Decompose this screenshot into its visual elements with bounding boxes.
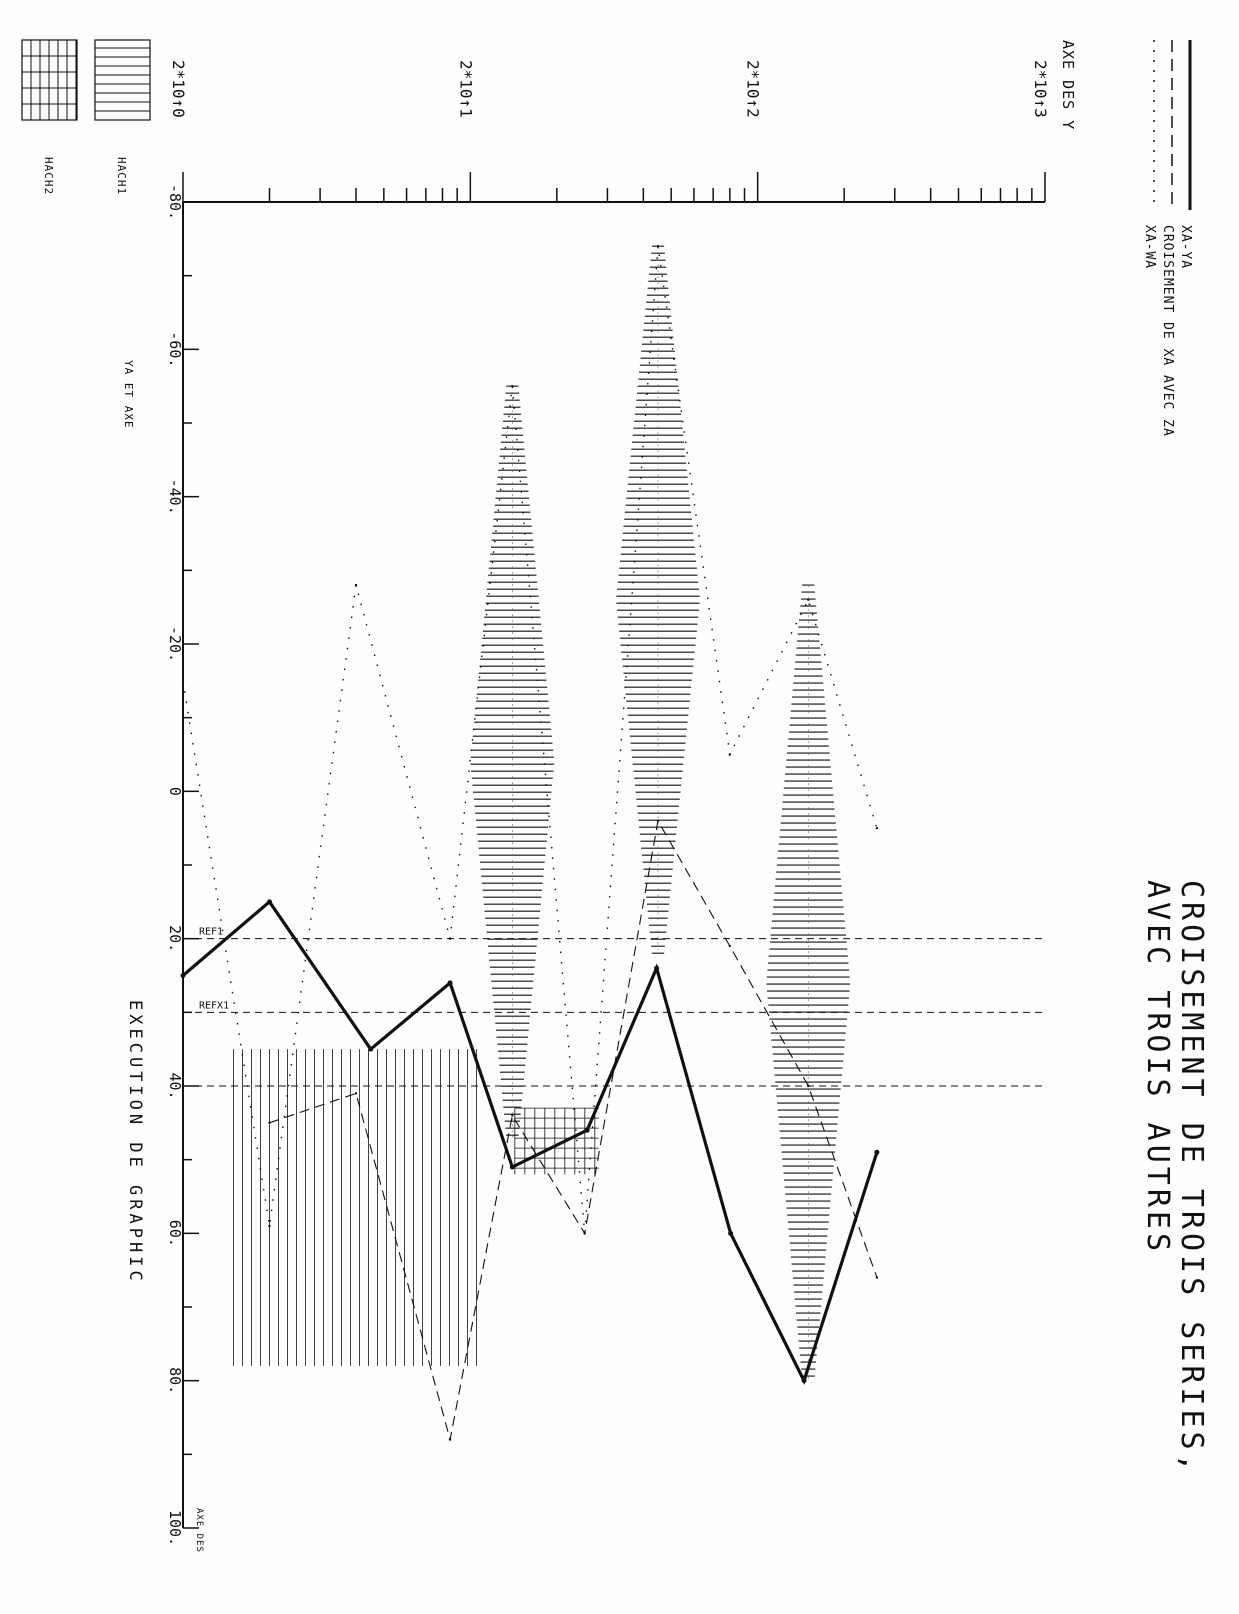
y-axis-title: AXE DES Y: [1059, 40, 1077, 130]
series-point: [807, 1084, 810, 1088]
series-point: [656, 819, 660, 822]
x-tick-label: -60.: [166, 331, 184, 367]
series-point: [807, 598, 810, 601]
x-tick-label: 40.: [166, 1072, 184, 1099]
series-point: [728, 944, 732, 948]
series-point: [584, 1127, 590, 1133]
series-point: [728, 1230, 734, 1236]
series-point: [875, 1276, 879, 1279]
x-tick-label: -40.: [166, 479, 184, 515]
series-point: [368, 1046, 374, 1052]
hatch-legend-label: HACH1: [115, 157, 128, 195]
series-point: [511, 384, 514, 388]
legend-label: CROISEMENT DE XA AVEC ZA: [1160, 225, 1175, 437]
legend-label: XA-WA: [1142, 225, 1157, 269]
series-line-dotted: [182, 246, 878, 1234]
secondary-axis-label: YA ET AXE: [122, 360, 135, 429]
series-point: [509, 1164, 515, 1170]
x-tick-label: -80.: [166, 184, 184, 220]
series-point: [801, 1378, 807, 1384]
y-tick-label: 2*10↑2: [744, 60, 763, 118]
series-point: [268, 1224, 271, 1228]
series-point: [448, 1438, 452, 1441]
series-point: [447, 980, 453, 986]
chart-subtitle: AVEC TROIS AUTRES: [1140, 880, 1175, 1255]
y-tick-label: 2*10↑0: [169, 60, 188, 118]
series-point: [875, 826, 879, 830]
legend-label: XA-YA: [1178, 225, 1193, 269]
x-tick-label: 20.: [166, 925, 184, 952]
hatch-legend-label: HACH2: [42, 157, 55, 195]
reference-line-label: REF1: [199, 927, 223, 938]
series-point: [268, 1121, 271, 1125]
reference-line-label: REFX1: [199, 1000, 229, 1011]
hatch-legend-swatch: [94, 39, 151, 121]
series-point: [266, 899, 272, 905]
series-point: [354, 1092, 358, 1095]
x-axis-end-label: AXE DES: [194, 1508, 204, 1553]
x-tick-label: 0: [166, 787, 184, 796]
series-point: [511, 1114, 514, 1117]
chart-title: CROISEMENT DE TROIS SERIES,: [1174, 880, 1209, 1476]
hatch-layer: [233, 245, 851, 1381]
series-point: [448, 937, 452, 940]
series-line-solid: [181, 899, 879, 1385]
series-point: [654, 965, 660, 971]
y-tick-label: 2*10↑3: [1031, 60, 1050, 118]
x-tick-label: 100.: [166, 1510, 184, 1546]
series-point: [656, 245, 660, 248]
series-point: [583, 1232, 586, 1235]
series-point: [354, 583, 358, 587]
x-axis-title: EXECUTION DE GRAPHIC: [125, 1000, 145, 1285]
x-tick-label: 80.: [166, 1367, 184, 1394]
x-tick-label: -20.: [166, 626, 184, 662]
series-point: [181, 679, 185, 683]
series-point: [180, 973, 186, 978]
series-point: [728, 753, 732, 756]
x-tick-label: 60.: [166, 1220, 184, 1247]
series-point: [874, 1149, 880, 1155]
y-tick-label: 2*10↑1: [456, 60, 475, 118]
